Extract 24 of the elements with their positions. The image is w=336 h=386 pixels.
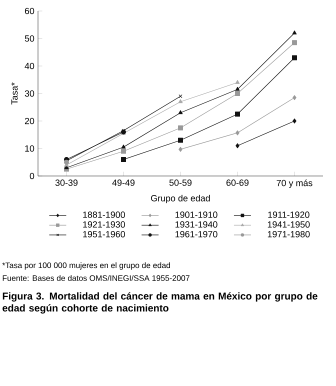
x-tick-label: 50-59 bbox=[169, 180, 192, 186]
x-axis-title: Grupo de edad bbox=[151, 194, 210, 204]
y-tick-label: 20 bbox=[24, 118, 34, 124]
y-tick-label: 30 bbox=[24, 90, 34, 97]
legend-label: 1881-1900 bbox=[83, 212, 125, 218]
legend-label: 1901-1910 bbox=[176, 212, 218, 218]
legend-label: 1921-1930 bbox=[83, 221, 125, 228]
y-axis-title: Tasa* bbox=[11, 82, 18, 105]
x-tick-label: 70 y más bbox=[276, 180, 312, 188]
y-tick-label: 40 bbox=[24, 62, 34, 70]
legend-label: 1971-1980 bbox=[268, 231, 310, 238]
y-tick-label: 10 bbox=[25, 145, 34, 152]
y-tick-label: 60 bbox=[24, 8, 34, 14]
legend-label: 1931-1940 bbox=[176, 221, 218, 228]
x-tick-label: 30-39 bbox=[55, 180, 78, 186]
legend-label: 1911-1920 bbox=[268, 212, 310, 218]
legend-label: 1941-1950 bbox=[268, 221, 310, 228]
legend-label: 1951-1960 bbox=[83, 231, 125, 238]
legend-label: 1961-1970 bbox=[176, 231, 218, 238]
y-tick-label: 50 bbox=[24, 35, 34, 42]
text: Figura 3. Mortalidad del cáncer de mama en México por grupo de edad según cohorte de nacimiento bbox=[2, 292, 318, 314]
x-tick-label: 60-69 bbox=[226, 180, 249, 186]
x-tick-label: 49-49 bbox=[112, 180, 135, 186]
y-tick-label: 0 bbox=[30, 172, 34, 180]
